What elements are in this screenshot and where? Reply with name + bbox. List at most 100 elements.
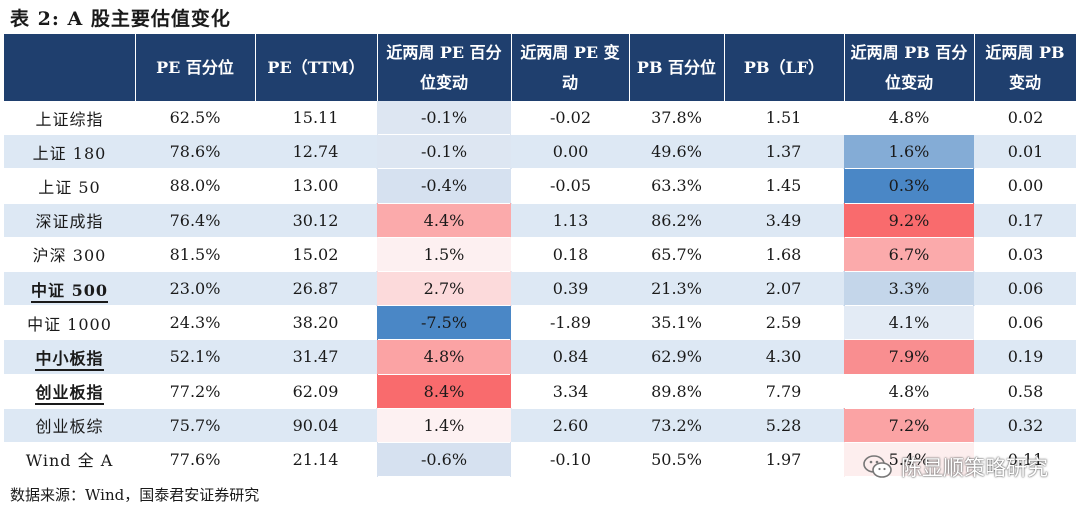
value-cell: 86.2% — [629, 203, 724, 238]
value-cell: 7.9% — [844, 339, 974, 375]
value-cell: 0.11 — [974, 442, 1076, 478]
index-name: 沪深 300 — [32, 246, 107, 266]
value-cell: 0.00 — [511, 134, 629, 170]
value-cell: 89.8% — [629, 374, 724, 409]
value-cell: -0.10 — [511, 442, 629, 478]
table-row: 沪深 300 81.5% 15.02 1.5% 0.18 65.7% 1.68 6.7% 0.0… — [4, 237, 1076, 272]
value-cell: 0.06 — [974, 305, 1076, 341]
header-cell: PB（LF） — [724, 34, 845, 101]
value-cell: 31.47 — [255, 339, 377, 375]
value-cell: 7.79 — [724, 374, 844, 409]
value-cell: -0.6% — [377, 442, 511, 478]
value-cell: 1.37 — [724, 134, 844, 170]
value-cell: 3.34 — [511, 374, 629, 409]
value-cell: 1.6% — [844, 134, 974, 170]
value-cell: 50.5% — [629, 442, 724, 478]
value-cell: 24.3% — [135, 305, 255, 341]
value-cell: 77.6% — [135, 442, 255, 478]
value-cell: 90.04 — [255, 408, 377, 443]
value-cell: 1.51 — [724, 101, 844, 136]
value-cell: 1.13 — [511, 203, 629, 238]
value-cell: 0.18 — [511, 237, 629, 272]
value-cell: 21.3% — [629, 271, 724, 307]
index-name: 创业板指 — [35, 383, 104, 406]
index-name-cell: 中证 500 — [4, 271, 135, 307]
value-cell: 77.2% — [135, 374, 255, 409]
index-name: 上证 50 — [38, 177, 101, 197]
value-cell: -0.02 — [511, 101, 629, 136]
value-cell: 4.8% — [377, 339, 511, 375]
value-cell: 62.5% — [135, 101, 255, 136]
table-row: 创业板指 77.2% 62.09 8.4% 3.34 89.8% 7.79 4.8% 0.58 — [4, 374, 1076, 409]
value-cell: 4.8% — [844, 101, 974, 136]
value-cell: 75.7% — [135, 408, 255, 443]
watermark-text: 陈显顺策略研究 — [901, 456, 1048, 480]
value-cell: 0.03 — [974, 237, 1076, 272]
value-cell: 38.20 — [255, 305, 377, 341]
value-cell: -0.1% — [377, 134, 511, 170]
index-name-cell: 上证 180 — [4, 134, 135, 170]
index-name-cell: 上证综指 — [4, 101, 135, 136]
header-cell — [4, 34, 136, 101]
value-cell: 0.02 — [974, 101, 1076, 136]
value-cell: 4.8% — [844, 374, 974, 409]
value-cell: -0.1% — [377, 101, 511, 136]
value-cell: 76.4% — [135, 203, 255, 238]
value-cell: 1.45 — [724, 168, 844, 204]
table-row: 上证 50 88.0% 13.00 -0.4% -0.05 63.3% 1.45 0.3% 0.… — [4, 168, 1076, 204]
value-cell: 65.7% — [629, 237, 724, 272]
table-row: 上证 180 78.6% 12.74 -0.1% 0.00 49.6% 1.37 1.6% 0.… — [4, 134, 1076, 170]
table-row: 中证 1000 24.3% 38.20 -7.5% -1.89 35.1% 2.59 4.1%… — [4, 305, 1076, 341]
index-name: Wind 全 A — [25, 451, 114, 471]
index-name-cell: 沪深 300 — [4, 237, 135, 272]
table-body: 上证综指 62.5% 15.11 -0.1% -0.02 37.8% 1.51 4.8% 0.0… — [4, 101, 1076, 478]
value-cell: 1.97 — [724, 442, 844, 478]
value-cell: 15.11 — [255, 101, 377, 136]
table-row: 中证 500 23.0% 26.87 2.7% 0.39 21.3% 2.07 3.3% 0.0… — [4, 271, 1076, 307]
value-cell: 0.84 — [511, 339, 629, 375]
value-cell: 26.87 — [255, 271, 377, 307]
value-cell: 49.6% — [629, 134, 724, 170]
value-cell: 0.01 — [974, 134, 1076, 170]
header-cell: 近两周 PE 变动 — [511, 34, 630, 101]
index-name: 中小板指 — [35, 348, 104, 371]
index-name-cell: 深证成指 — [4, 203, 135, 238]
value-cell: 0.19 — [974, 339, 1076, 375]
header-cell: PB 百分位 — [629, 34, 725, 101]
value-cell: -1.89 — [511, 305, 629, 341]
wechat-icon — [863, 454, 893, 480]
valuation-table: PE 百分位 PE（TTM） 近两周 PE 百分位变动 近两周 PE 变动 PB… — [4, 34, 1077, 478]
value-cell: 37.8% — [629, 101, 724, 136]
value-cell: 88.0% — [135, 168, 255, 204]
index-name: 中证 500 — [31, 280, 108, 303]
value-cell: 6.7% — [844, 237, 974, 272]
index-name: 创业板综 — [35, 417, 104, 437]
value-cell: 1.5% — [377, 237, 511, 272]
value-cell: 30.12 — [255, 203, 377, 238]
index-name: 上证综指 — [35, 109, 104, 129]
value-cell: 4.4% — [377, 203, 511, 238]
value-cell: 0.3% — [844, 168, 974, 204]
value-cell: 4.30 — [724, 339, 844, 375]
value-cell: 62.09 — [255, 374, 377, 409]
value-cell: 63.3% — [629, 168, 724, 204]
value-cell: 2.60 — [511, 408, 629, 443]
value-cell: 2.59 — [724, 305, 844, 341]
index-name-cell: 创业板指 — [4, 374, 135, 409]
value-cell: 7.2% — [844, 408, 974, 443]
index-name: 上证 180 — [32, 143, 107, 163]
value-cell: 13.00 — [255, 168, 377, 204]
index-name: 中证 1000 — [27, 314, 112, 334]
header-cell: 近两周 PB 变动 — [974, 34, 1077, 101]
value-cell: 2.7% — [377, 271, 511, 307]
source-note: 数据来源：Wind，国泰君安证券研究 — [10, 486, 260, 504]
value-cell: 3.3% — [844, 271, 974, 307]
value-cell: 9.2% — [844, 203, 974, 238]
value-cell: 0.00 — [974, 168, 1076, 204]
value-cell: 0.06 — [974, 271, 1076, 307]
table-row: 上证综指 62.5% 15.11 -0.1% -0.02 37.8% 1.51 4.8% 0.0… — [4, 101, 1076, 136]
index-name-cell: 创业板综 — [4, 408, 135, 443]
value-cell: 2.07 — [724, 271, 844, 307]
value-cell: -0.4% — [377, 168, 511, 204]
table-title: 表 2: A 股主要估值变化 — [10, 8, 231, 30]
